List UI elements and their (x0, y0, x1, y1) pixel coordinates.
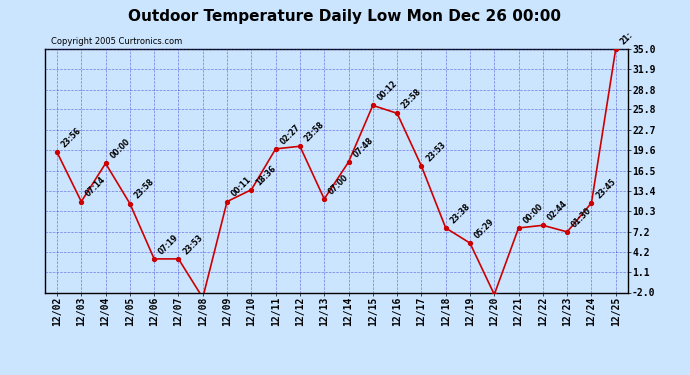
Text: 07:14: 07:14 (84, 175, 108, 199)
Text: 00:43: 00:43 (0, 374, 1, 375)
Text: 02:27: 02:27 (279, 123, 302, 146)
Text: 00:11: 00:11 (230, 176, 253, 199)
Text: 23:38: 23:38 (448, 202, 472, 225)
Text: 07:19: 07:19 (157, 232, 181, 256)
Text: 02:44: 02:44 (546, 199, 569, 222)
Text: 07:00: 07:00 (327, 172, 351, 196)
Text: 23:58: 23:58 (132, 177, 156, 201)
Text: 23:53: 23:53 (424, 140, 448, 163)
Text: 23:53: 23:53 (181, 233, 204, 256)
Text: 21:: 21: (618, 30, 635, 46)
Text: Outdoor Temperature Daily Low Mon Dec 26 00:00: Outdoor Temperature Daily Low Mon Dec 26… (128, 9, 562, 24)
Text: 05:29: 05:29 (473, 217, 496, 240)
Text: 00:12: 00:12 (375, 79, 399, 103)
Text: 07:02: 07:02 (0, 374, 1, 375)
Text: 00:00: 00:00 (108, 137, 132, 160)
Text: 07:48: 07:48 (351, 136, 375, 159)
Text: 23:58: 23:58 (303, 120, 326, 144)
Text: 23:56: 23:56 (60, 126, 83, 149)
Text: 00:00: 00:00 (522, 202, 545, 225)
Text: 23:45: 23:45 (594, 177, 618, 200)
Text: 01:30: 01:30 (570, 206, 593, 229)
Text: Copyright 2005 Curtronics.com: Copyright 2005 Curtronics.com (50, 38, 182, 46)
Text: 23:58: 23:58 (400, 87, 423, 111)
Text: 18:36: 18:36 (254, 164, 277, 187)
